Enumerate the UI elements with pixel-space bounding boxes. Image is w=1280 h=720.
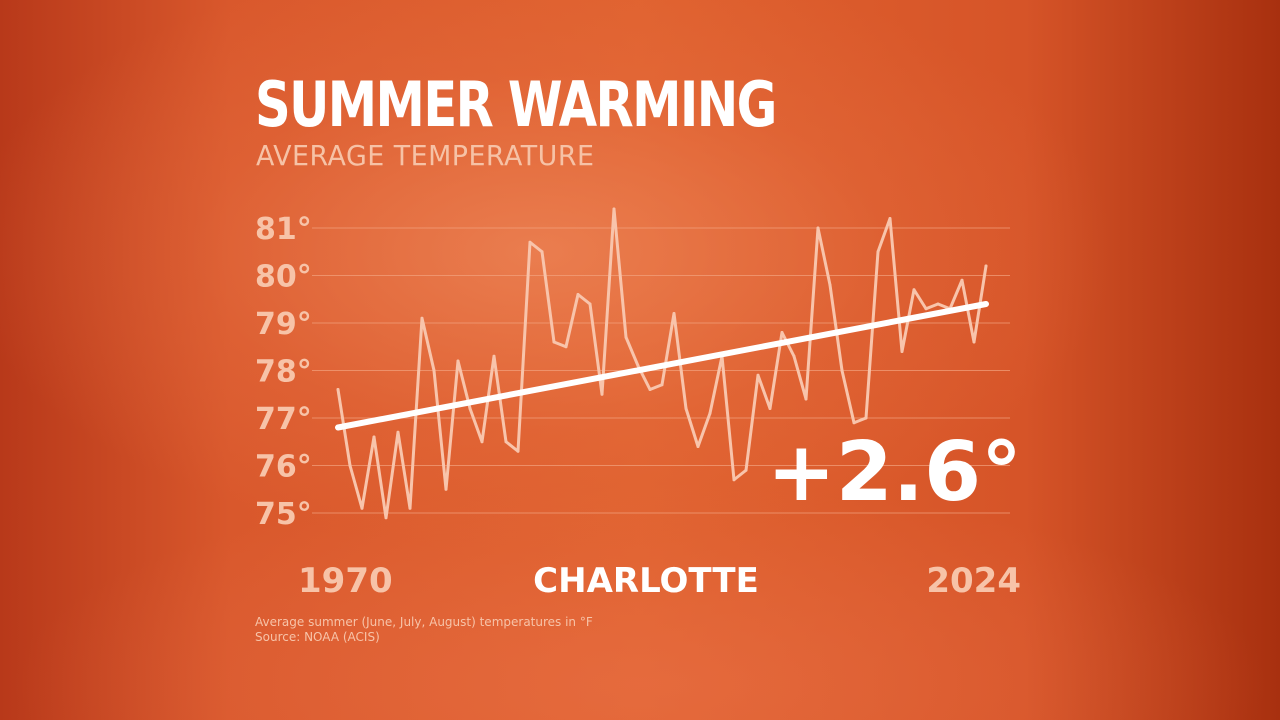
data-point-1992 — [600, 392, 604, 396]
data-point-1982 — [480, 440, 484, 444]
data-point-1991 — [588, 302, 592, 306]
location-label: CHARLOTTE — [533, 561, 759, 601]
x-tick-label-end: 2024 — [926, 561, 1021, 601]
data-point-1989 — [564, 345, 568, 349]
data-point-2010 — [816, 226, 820, 230]
data-point-1971 — [348, 464, 352, 467]
y-tick-label: 79° — [255, 307, 312, 342]
data-point-1993 — [612, 207, 616, 211]
data-point-1980 — [456, 359, 460, 363]
y-tick-label: 75° — [255, 497, 312, 532]
y-tick-label: 81° — [255, 212, 312, 247]
data-point-2019 — [924, 307, 928, 311]
data-point-1999 — [684, 407, 688, 410]
change-label: +2.6° — [767, 425, 1022, 520]
data-point-1986 — [528, 240, 532, 244]
data-point-1984 — [504, 440, 508, 444]
y-tick-label: 77° — [255, 402, 312, 437]
chart-title: SUMMER WARMING — [255, 68, 777, 141]
data-point-1975 — [396, 430, 400, 434]
data-point-1978 — [432, 369, 436, 372]
data-point-2015 — [876, 250, 880, 254]
data-point-1972 — [360, 506, 364, 510]
x-tick-label-start: 1970 — [298, 561, 393, 601]
data-point-2004 — [744, 468, 748, 472]
data-point-2014 — [864, 416, 868, 420]
data-point-1977 — [420, 316, 424, 320]
data-point-2001 — [708, 411, 712, 415]
data-point-1997 — [660, 383, 664, 387]
trend-line — [335, 301, 989, 431]
data-point-1995 — [636, 364, 640, 368]
data-point-1998 — [672, 312, 676, 315]
footnote: Average summer (June, July, August) temp… — [255, 615, 593, 645]
data-point-1976 — [408, 506, 412, 510]
chart-subtitle: AVERAGE TEMPERATURE — [256, 139, 595, 172]
data-point-2016 — [888, 217, 892, 220]
data-point-2007 — [780, 331, 784, 334]
data-point-2003 — [732, 478, 736, 482]
footnote-description: Average summer (June, July, August) temp… — [255, 615, 593, 629]
data-point-2005 — [756, 373, 760, 377]
data-point-2012 — [840, 369, 844, 372]
data-point-2008 — [792, 354, 796, 358]
data-point-1990 — [576, 293, 580, 296]
data-point-1973 — [372, 435, 376, 439]
data-point-1974 — [384, 516, 388, 520]
data-point-2006 — [768, 407, 772, 410]
data-point-1996 — [648, 388, 652, 391]
data-point-1983 — [492, 354, 496, 358]
data-point-1985 — [516, 449, 520, 453]
data-point-2020 — [936, 302, 940, 306]
y-tick-label: 80° — [255, 260, 312, 295]
data-point-2013 — [852, 421, 856, 425]
data-point-1988 — [552, 340, 556, 344]
footnote-source: Source: NOAA (ACIS) — [255, 630, 380, 644]
y-tick-label: 78° — [255, 355, 312, 390]
data-point-1979 — [444, 487, 448, 491]
data-point-2024 — [984, 264, 988, 268]
data-point-1970 — [336, 388, 340, 391]
data-point-2023 — [972, 340, 976, 344]
y-axis-ticks: 75° 76° 77° 78° 79° 80° 81° — [255, 212, 312, 532]
data-point-2009 — [804, 397, 808, 401]
temperature-data-points — [336, 207, 988, 520]
data-point-2011 — [828, 283, 832, 287]
y-tick-label: 76° — [255, 450, 312, 485]
data-point-1987 — [540, 250, 544, 254]
data-point-1981 — [468, 407, 472, 410]
data-point-1994 — [624, 335, 628, 339]
data-point-2018 — [912, 288, 916, 292]
data-point-2000 — [696, 445, 700, 448]
data-point-2017 — [900, 350, 904, 353]
data-point-2022 — [960, 278, 964, 282]
